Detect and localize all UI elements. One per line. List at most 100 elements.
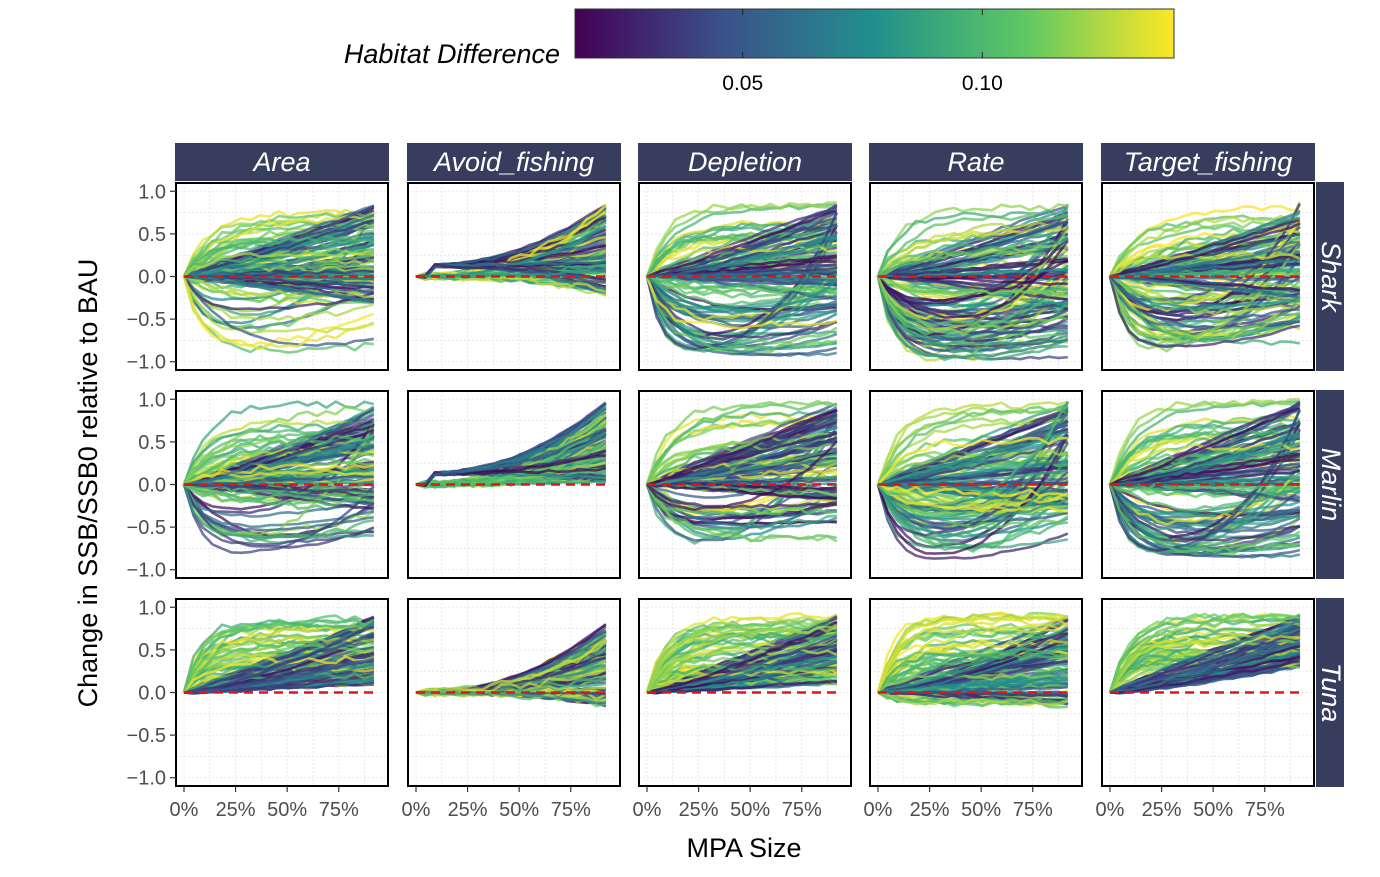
y-tick-label: 0.5 — [138, 432, 166, 454]
series-lines — [645, 201, 838, 358]
series-line — [1109, 275, 1301, 316]
series-line — [876, 651, 1068, 694]
y-tick-label: 0.5 — [138, 224, 166, 246]
series-lines — [876, 203, 1069, 362]
series-line — [646, 275, 838, 307]
series-line — [646, 432, 837, 486]
panel-shark-rate — [869, 182, 1083, 371]
series-lines — [182, 400, 375, 555]
panel-marlin-area — [175, 390, 389, 579]
series-line — [876, 276, 1069, 343]
series-lines — [1108, 612, 1301, 695]
x-tick-label: 75% — [1245, 799, 1285, 821]
series-line — [645, 275, 837, 339]
series-line — [183, 621, 375, 694]
series-line — [183, 634, 375, 694]
series-line — [645, 276, 838, 330]
x-tick-label: 75% — [551, 799, 591, 821]
column-strip-label: Depletion — [688, 147, 802, 177]
y-tick-label: 0.0 — [138, 683, 166, 705]
series-line — [1108, 400, 1300, 485]
series-line — [876, 484, 1069, 560]
series-line — [877, 404, 1069, 507]
series-lines — [876, 611, 1069, 709]
series-line — [646, 432, 838, 486]
series-line — [645, 201, 837, 277]
y-tick-label: −1.0 — [127, 352, 166, 374]
row-strip-label: Tuna — [1316, 663, 1346, 723]
series-line — [646, 262, 837, 278]
panel-tuna-target-fishing — [1101, 598, 1315, 787]
panel-tuna-avoid-fishing — [407, 598, 621, 787]
y-tick-label: −0.5 — [127, 309, 166, 331]
series-line — [646, 275, 838, 296]
series-line — [182, 483, 374, 532]
series-lines — [645, 611, 838, 695]
series-line — [876, 613, 1069, 693]
panel-border — [638, 182, 852, 371]
panel-border — [407, 390, 621, 579]
series-line — [877, 483, 1068, 514]
series-line — [182, 643, 375, 694]
series-line — [646, 449, 837, 486]
series-line — [876, 276, 1069, 347]
y-tick-label: −0.5 — [127, 725, 166, 747]
colorbar-ticks: 0.05 0.10 — [722, 9, 1003, 95]
series-line — [645, 483, 837, 516]
colorbar-tick-label: 0.05 — [722, 72, 763, 95]
series-line — [183, 625, 375, 694]
series-line — [646, 668, 837, 694]
x-tick-label: 50% — [730, 799, 770, 821]
panel-marlin-avoid-fishing — [407, 390, 621, 579]
series-line — [877, 627, 1069, 694]
y-tick-label: 1.0 — [138, 181, 166, 203]
series-line — [877, 625, 1069, 694]
series-lines — [415, 401, 607, 490]
series-line — [1110, 431, 1301, 486]
series-line — [182, 276, 375, 348]
x-tick-label: 0% — [864, 799, 893, 821]
panel-tuna-depletion — [638, 598, 852, 787]
series-line — [1109, 275, 1301, 305]
x-tick-label: 0% — [1096, 799, 1125, 821]
series-line — [182, 400, 375, 485]
series-line — [1109, 402, 1301, 486]
x-axis-title: MPA Size — [686, 833, 801, 863]
series-line — [1108, 464, 1301, 541]
x-tick-label: 25% — [679, 799, 719, 821]
strip-background — [407, 143, 621, 181]
y-tick-label: 0.0 — [138, 267, 166, 289]
y-tick-label: −0.5 — [127, 517, 166, 539]
series-line — [877, 691, 1069, 706]
series-line — [1109, 660, 1300, 694]
y-tick-label: 1.0 — [138, 389, 166, 411]
panel-border — [638, 390, 852, 579]
series-line — [877, 483, 1069, 498]
x-tick-label: 0% — [170, 799, 199, 821]
series-line — [182, 484, 374, 539]
series-line — [182, 275, 375, 335]
y-tick-label: 1.0 — [138, 597, 166, 619]
y-axis-title: Change in SSB/SSB0 relative to BAU — [73, 259, 103, 708]
series-line — [183, 474, 374, 487]
series-line — [877, 440, 1069, 486]
series-line — [183, 483, 374, 500]
series-line — [182, 276, 374, 354]
series-line — [645, 611, 838, 693]
series-line — [1109, 629, 1301, 694]
series-line — [646, 216, 838, 278]
series-line — [182, 483, 375, 540]
series-line — [1108, 484, 1301, 554]
column-strip-label: Target_fishing — [1124, 147, 1293, 177]
y-tick-label: −1.0 — [127, 768, 166, 790]
series-line — [183, 249, 374, 278]
column-strip-label: Avoid_fishing — [432, 147, 594, 177]
series-line — [646, 461, 838, 486]
colorbar-legend: Habitat Difference 0.05 0.10 — [344, 8, 1175, 95]
series-line — [1109, 641, 1301, 694]
series-line — [1108, 483, 1300, 542]
panel-border — [869, 182, 1083, 371]
series-line — [877, 672, 1069, 694]
series-line — [183, 657, 375, 694]
series-line — [182, 236, 375, 278]
